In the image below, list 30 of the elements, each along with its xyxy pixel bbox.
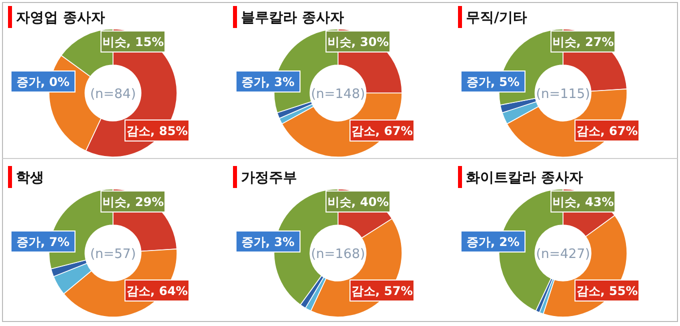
text: 증가, 2% [466, 235, 520, 249]
text: 감소, 55% [576, 284, 638, 298]
text: 감소, 67% [576, 124, 638, 138]
text: (n=115) [536, 87, 590, 102]
chart-title: 블루칼라 종사자 [241, 10, 344, 26]
text: (n=84) [90, 87, 136, 102]
chart-title: 무직/기타 [466, 10, 528, 26]
text: (n=148) [310, 87, 366, 102]
text: 증가, 3% [241, 75, 295, 89]
text: 비슷, 27% [552, 35, 614, 49]
text: 증가, 5% [466, 75, 520, 89]
text: 증가, 7% [16, 235, 70, 249]
text: (n=168) [310, 247, 366, 262]
text: 비슷, 30% [327, 35, 389, 49]
text: 비슷, 43% [552, 195, 614, 209]
chart-title: 화이트칼라 종사자 [466, 170, 583, 186]
text: (n=57) [90, 247, 136, 262]
text: 감소, 85% [126, 124, 188, 138]
chart-title: 가정주부 [241, 170, 297, 186]
chart-title: 자영업 종사자 [16, 10, 105, 26]
chart-title: 학생 [16, 170, 44, 186]
text: (n=427) [536, 247, 590, 262]
text: 감소, 64% [126, 284, 188, 298]
text: 증가, 0% [16, 75, 70, 89]
text: 감소, 67% [351, 124, 413, 138]
text: 비슷, 40% [327, 195, 389, 209]
text: 증가, 3% [241, 235, 295, 249]
text: 감소, 57% [351, 284, 413, 298]
text: 비슷, 29% [102, 195, 164, 209]
text: 비슷, 15% [102, 35, 164, 49]
